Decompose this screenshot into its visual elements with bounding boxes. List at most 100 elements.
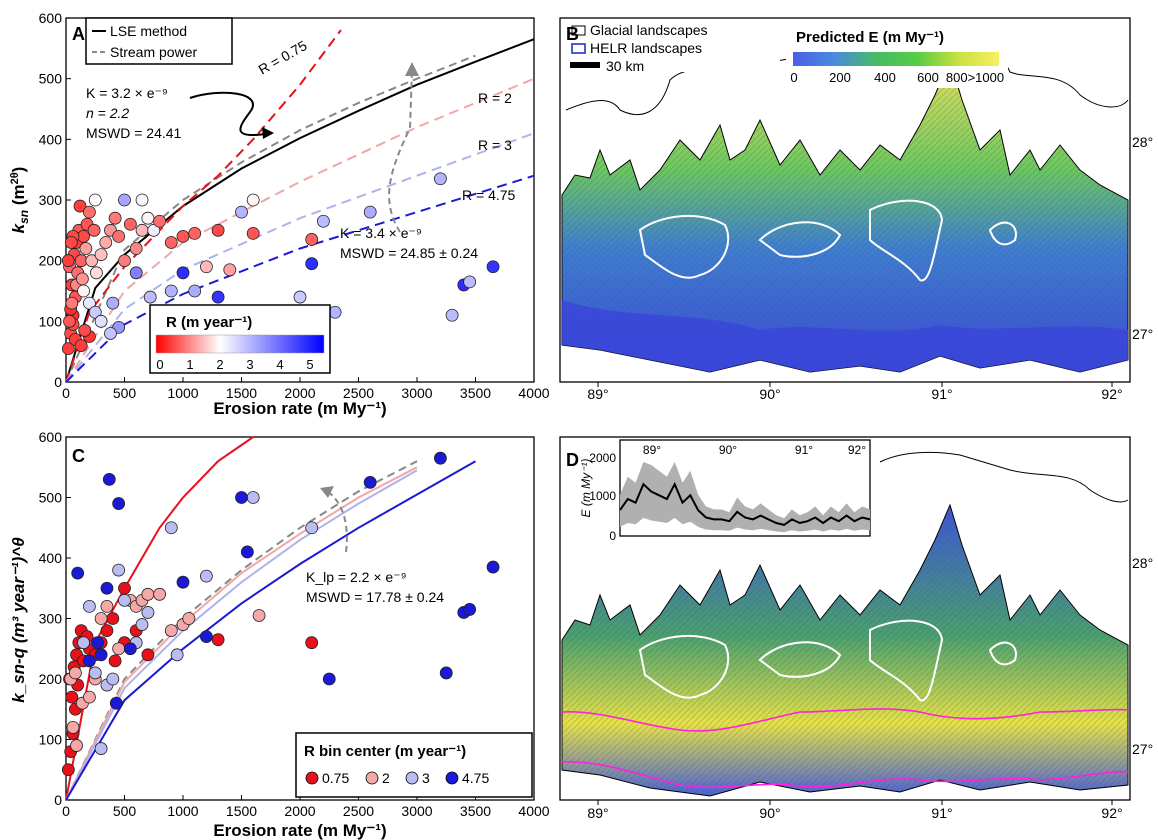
data-point [439,666,453,680]
data-point [106,612,120,625]
legend-c: R bin center (m year⁻¹) 0.75 2 3 4.75 [295,732,533,798]
y-tick-label: 400 [39,131,63,147]
lon-tick-d-1: 90° [759,805,780,821]
lat-tick-b-1: 27° [1132,326,1153,342]
data-point [176,229,190,243]
inset-uncertainty-band [620,462,870,533]
inset-ytick-1: 1000 [589,489,616,503]
data-point [112,497,126,510]
x-tick-label: 2000 [284,385,315,401]
series-line [65,466,418,801]
glacial-outlines-d [638,619,1017,702]
data-point [252,609,266,622]
data-point [91,636,104,650]
data-point [235,491,248,504]
data-point [88,666,102,680]
legend-lse: LSE method [110,23,187,39]
data-point [99,236,113,249]
legend-c-item-2: 3 [422,770,430,786]
ann2-arrow [388,69,413,233]
xlabel-c: Erosion rate (m My⁻¹) [213,821,386,840]
y-tick-label: 200 [39,253,63,269]
legend-c-item-0: 0.75 [322,770,349,786]
data-point [129,266,143,280]
inset-xtick-2: 91° [795,443,813,457]
lon-tick-d-2: 91° [931,805,952,821]
colorbar-title-a: R (m year⁻¹) [166,314,252,331]
inset-d: E (m My⁻¹) 0 1000 2000 89° 90° 91° 92° [579,439,871,543]
data-point [164,521,178,535]
ann2-line2: MSWD = 24.85 ± 0.24 [340,245,478,261]
data-point [64,236,78,249]
data-point [109,696,123,710]
ann2-line1: K = 3.4 × e⁻⁹ [340,225,422,241]
data-point [176,266,190,280]
legend-scale: 30 km [606,58,644,74]
data-point [106,672,120,686]
x-tick-label: 500 [113,385,137,401]
ylabel-a: ksn (m2θ) [9,167,31,234]
data-point [90,266,103,280]
lon-tick-b-0: 89° [587,386,608,402]
data-point [170,648,184,662]
y-tick-label: 200 [39,671,63,687]
data-point [135,618,149,631]
data-point [463,275,477,289]
data-point [141,211,155,225]
y-tick-label: 500 [39,71,63,87]
ann1-line2: n = 2.2 [86,105,129,121]
inset-xtick-3: 92° [848,443,866,457]
lon-tick-d-3: 92° [1101,805,1122,821]
lat-tick-d-0: 28° [1132,555,1153,571]
data-point [211,223,225,237]
lon-tick-b-1: 90° [759,386,780,402]
data-point [61,763,75,777]
ann1-arrow [189,91,273,137]
lon-tick-b-3: 92° [1101,386,1122,402]
inset-ytick-2: 2000 [589,451,616,465]
data-point [176,575,190,589]
y-tick-label: 0 [54,792,62,808]
data-point [112,642,126,656]
data-point [104,327,117,340]
series-line [65,132,535,383]
panel-a: 0 500 1000 1500 2000 2500 3000 3500 400001002003… [9,10,550,418]
data-point [88,305,102,319]
data-point [61,254,75,268]
data-point [153,214,167,228]
data-point [100,600,114,613]
data-point [85,254,99,268]
colorbar-title-b: Predicted E (m My⁻¹) [796,29,944,46]
r-label-075: R = 0.75 [256,37,310,78]
data-point [433,451,447,465]
data-point [305,233,319,246]
data-point [94,612,108,625]
data-point [102,472,116,486]
panel-letter-b: B [566,24,579,44]
data-point [246,226,260,240]
data-point [135,223,149,237]
x-tick-label: 1000 [167,385,198,401]
data-point [88,193,102,207]
colorbar-ticks-a: 0 1 2 3 4 5 [156,357,313,372]
data-point [68,666,82,680]
data-point [141,587,155,601]
data-point [74,339,88,353]
data-point [78,324,92,337]
data-point [316,214,330,228]
data-point [135,193,149,207]
glacial-outlines-b [638,199,1017,282]
legend-a: LSE method Stream power [85,17,233,65]
data-point [87,223,101,237]
data-point [433,172,447,186]
colorbar-tick-label: 3 [246,357,253,372]
axis-ticks-c: 0 500 1000 1500 2000 2500 3000 3500 400001002003… [39,429,550,819]
x-tick-label: 0 [62,385,70,401]
x-tick-label: 500 [113,803,137,819]
x-tick-label: 3000 [401,385,432,401]
ann-c-line1: K_lp = 2.2 × e⁻⁹ [306,569,407,585]
lon-tick-b-2: 91° [931,386,952,402]
inset-xtick-1: 90° [719,443,737,457]
data-point [108,211,122,225]
